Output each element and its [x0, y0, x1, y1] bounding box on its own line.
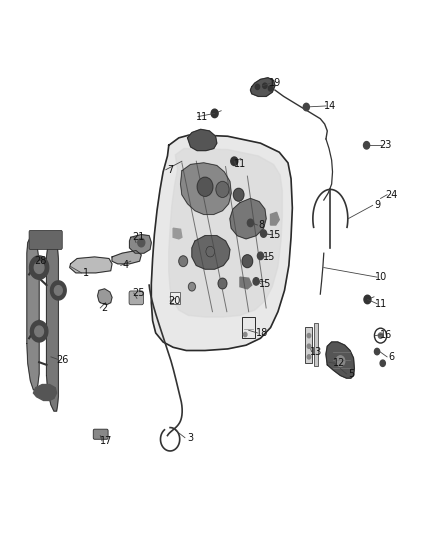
Circle shape [231, 157, 238, 165]
Text: 16: 16 [380, 329, 392, 340]
Polygon shape [180, 163, 231, 214]
FancyBboxPatch shape [129, 291, 144, 305]
Polygon shape [169, 149, 283, 317]
Polygon shape [112, 251, 141, 264]
Text: 7: 7 [167, 165, 173, 175]
Circle shape [364, 142, 370, 149]
Polygon shape [271, 212, 279, 225]
Circle shape [263, 83, 267, 88]
Text: 12: 12 [333, 358, 345, 368]
Text: 14: 14 [324, 101, 336, 111]
Polygon shape [34, 262, 44, 273]
Polygon shape [70, 257, 112, 273]
Circle shape [211, 109, 218, 118]
FancyBboxPatch shape [93, 429, 108, 439]
FancyBboxPatch shape [29, 230, 62, 249]
Polygon shape [30, 321, 48, 342]
Text: 11: 11 [234, 159, 246, 169]
Text: 15: 15 [268, 230, 281, 240]
Polygon shape [326, 342, 354, 378]
Circle shape [233, 188, 244, 201]
Text: 4: 4 [122, 261, 128, 270]
Circle shape [374, 349, 380, 355]
Text: 23: 23 [380, 140, 392, 150]
Bar [305, 327, 312, 364]
Text: 5: 5 [348, 369, 354, 379]
Text: 11: 11 [375, 298, 388, 309]
Text: 21: 21 [132, 232, 145, 243]
Circle shape [206, 246, 215, 257]
Circle shape [380, 360, 385, 367]
Circle shape [255, 84, 260, 90]
Text: 13: 13 [310, 346, 322, 357]
Polygon shape [230, 198, 266, 239]
Polygon shape [27, 236, 39, 390]
Text: 20: 20 [168, 296, 180, 306]
Circle shape [307, 355, 311, 359]
Polygon shape [151, 135, 292, 351]
Text: 18: 18 [256, 328, 268, 338]
Circle shape [258, 252, 264, 260]
Bar [242, 317, 255, 338]
Polygon shape [173, 228, 182, 239]
Circle shape [307, 334, 311, 338]
Polygon shape [98, 289, 112, 305]
Text: 8: 8 [259, 220, 265, 230]
Circle shape [188, 282, 195, 291]
Circle shape [364, 295, 371, 304]
Text: 17: 17 [100, 436, 113, 446]
Text: 10: 10 [375, 272, 388, 282]
Bar [170, 292, 180, 304]
Circle shape [253, 278, 259, 285]
Text: 3: 3 [187, 433, 194, 443]
Bar [314, 323, 318, 367]
Circle shape [336, 356, 345, 367]
Polygon shape [251, 78, 275, 96]
Polygon shape [33, 384, 57, 400]
Circle shape [179, 256, 187, 266]
Circle shape [378, 333, 383, 338]
Polygon shape [35, 326, 43, 337]
Text: 26: 26 [57, 354, 69, 365]
Text: 25: 25 [132, 288, 145, 298]
Circle shape [242, 255, 253, 268]
Text: 15: 15 [263, 252, 276, 262]
Circle shape [247, 219, 254, 227]
Text: 19: 19 [269, 78, 281, 88]
Circle shape [197, 177, 213, 196]
Polygon shape [46, 239, 58, 411]
Text: 6: 6 [389, 352, 395, 362]
Circle shape [303, 103, 309, 111]
Text: 15: 15 [259, 279, 271, 288]
Text: 2: 2 [102, 303, 108, 313]
Circle shape [216, 181, 229, 197]
Circle shape [138, 238, 145, 247]
Text: 28: 28 [35, 256, 47, 266]
Circle shape [307, 344, 311, 349]
Polygon shape [130, 235, 151, 253]
Text: 9: 9 [374, 200, 380, 211]
Polygon shape [50, 281, 66, 300]
Polygon shape [29, 256, 49, 279]
Polygon shape [192, 236, 230, 269]
Circle shape [244, 333, 247, 337]
Circle shape [261, 230, 267, 237]
Text: 11: 11 [196, 111, 208, 122]
Text: 24: 24 [385, 190, 398, 200]
Polygon shape [240, 277, 252, 289]
Circle shape [218, 278, 227, 289]
Text: 1: 1 [83, 268, 89, 278]
Polygon shape [187, 130, 217, 151]
Polygon shape [54, 286, 62, 295]
Circle shape [268, 86, 273, 91]
